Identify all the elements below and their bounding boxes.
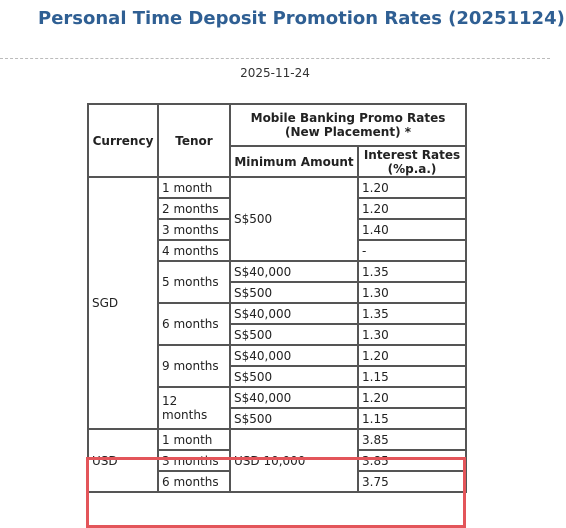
rate: 1.15 — [357, 407, 467, 430]
rate: 3.85 — [357, 449, 467, 472]
rate: 1.30 — [357, 281, 467, 304]
rate: 1.15 — [357, 365, 467, 388]
header-cell: Minimum Amount — [229, 145, 359, 178]
tenor: 4 months — [157, 239, 231, 262]
row: S$500 1.30 — [88, 323, 467, 346]
rate: 1.30 — [357, 323, 467, 346]
row: 12 months S$40,000 1.20 — [88, 386, 467, 430]
rate: 1.20 — [357, 197, 467, 220]
header-cell: Mobile Banking Promo Rates (New Placemen… — [229, 103, 467, 147]
date: 2025-11-24 — [240, 66, 310, 80]
row: 3 months 1.40 — [88, 218, 467, 241]
row: S$500 1.30 — [88, 281, 467, 304]
min-amount: S$40,000 — [229, 260, 359, 283]
currency: SGD — [87, 176, 159, 430]
row: 6 months S$40,000 1.35 — [88, 302, 467, 346]
currency: USD — [87, 428, 159, 493]
rate: 3.75 — [357, 470, 467, 493]
rate: 1.35 — [357, 302, 467, 325]
rate: 1.20 — [357, 176, 467, 199]
tenor: 1 month — [157, 428, 231, 451]
divider — [0, 58, 550, 59]
row: 3 months 3.85 — [88, 449, 467, 472]
min-amount: S$500 — [229, 281, 359, 304]
min-amount: S$500 — [229, 407, 359, 430]
tenor: 3 months — [157, 218, 231, 241]
min-amount: S$40,000 — [229, 344, 359, 367]
header-cell: Interest Rates (%p.a.) — [357, 145, 467, 178]
header-cell: Currency — [87, 103, 159, 178]
min-amount: S$500 — [229, 365, 359, 388]
page-title: Personal Time Deposit Promotion Rates (2… — [38, 8, 565, 29]
min-amount: S$500 — [229, 176, 359, 262]
header-row: Currency Tenor Mobile Banking Promo Rate… — [87, 103, 467, 178]
row: 2 months 1.20 — [88, 197, 467, 220]
row: S$500 1.15 — [88, 365, 467, 388]
row: S$500 1.15 — [88, 407, 467, 430]
min-amount: S$500 — [229, 323, 359, 346]
row: 5 months S$40,000 1.35 — [88, 260, 467, 304]
tenor: 12 months — [157, 386, 231, 430]
rate: 1.35 — [357, 260, 467, 283]
tenor: 2 months — [157, 197, 231, 220]
row: 6 months 3.75 — [88, 470, 467, 493]
header-cell: Tenor — [157, 103, 231, 178]
rate: - — [357, 239, 467, 262]
tenor: 6 months — [157, 302, 231, 346]
rate: 1.40 — [357, 218, 467, 241]
min-amount: USD 10,000 — [229, 428, 359, 493]
tenor: 5 months — [157, 260, 231, 304]
rate: 3.85 — [357, 428, 467, 451]
rate: 1.20 — [357, 386, 467, 409]
tenor: 6 months — [157, 470, 231, 493]
tenor: 3 months — [157, 449, 231, 472]
tenor: 1 month — [157, 176, 231, 199]
min-amount: S$40,000 — [229, 302, 359, 325]
row: 4 months - — [88, 239, 467, 262]
row: USD 1 month USD 10,000 3.85 — [87, 428, 467, 493]
header-row: Minimum Amount Interest Rates (%p.a.) — [88, 145, 467, 178]
tenor: 9 months — [157, 344, 231, 388]
min-amount: S$40,000 — [229, 386, 359, 409]
rate: 1.20 — [357, 344, 467, 367]
row: SGD 1 month S$500 1.20 — [87, 176, 467, 430]
rates-table: Currency Tenor Mobile Banking Promo Rate… — [87, 103, 467, 493]
row: 9 months S$40,000 1.20 — [88, 344, 467, 388]
